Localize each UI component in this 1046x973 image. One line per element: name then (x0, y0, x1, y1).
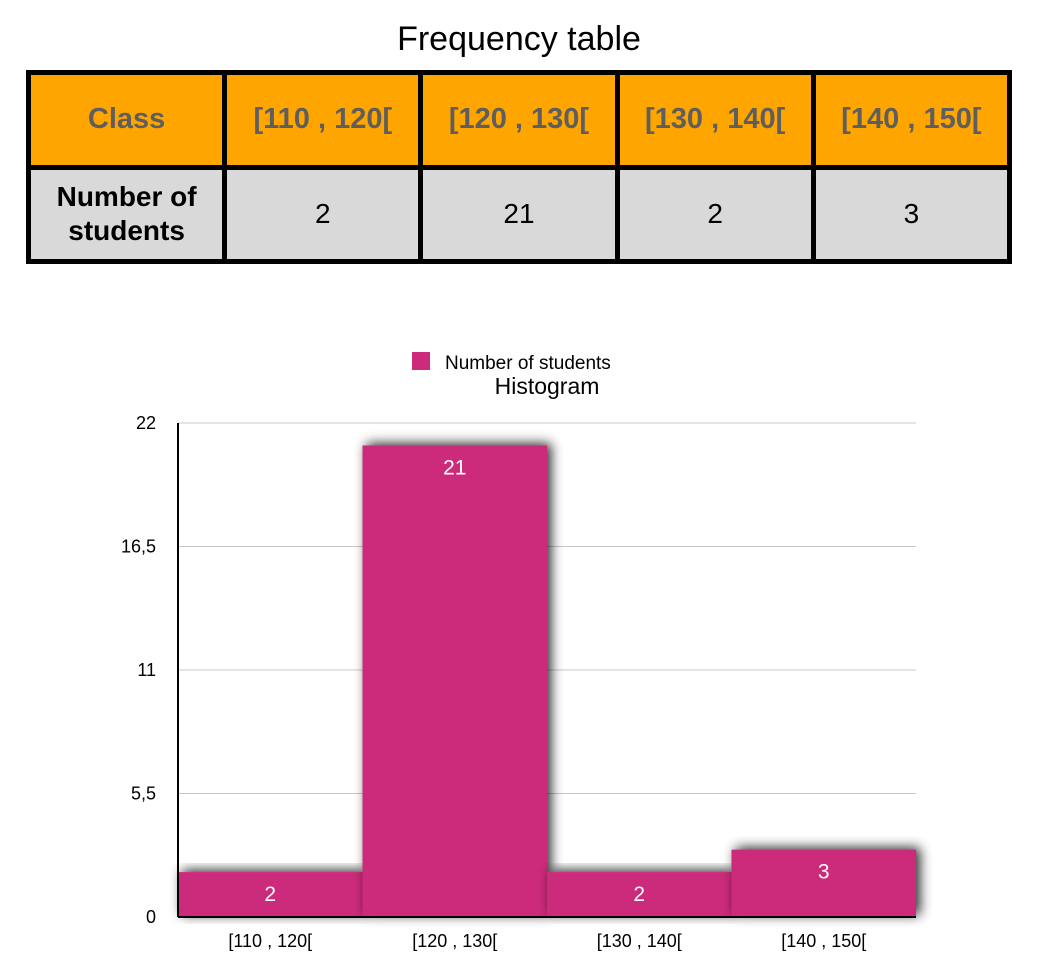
frequency-table: Class [110 , 120[ [120 , 130[ [130 , 140… (25, 70, 1013, 264)
x-tick-label: [140 , 150[ (781, 931, 866, 951)
class-cell: [130 , 140[ (614, 70, 816, 170)
count-row: Number of students 2 21 2 3 (25, 164, 1013, 264)
y-tick-label: 22 (136, 413, 156, 433)
y-tick-label: 16,5 (121, 537, 156, 557)
bar (178, 872, 363, 917)
count-row-label: Number of students (25, 164, 228, 264)
class-cell: [110 , 120[ (222, 70, 424, 170)
count-cell: 3 (810, 164, 1013, 264)
bar (362, 445, 547, 917)
chart-title: Histogram (495, 373, 600, 399)
table-title: Frequency table (397, 20, 641, 58)
y-tick-label: 5,5 (131, 784, 156, 804)
x-tick-label: [130 , 140[ (597, 931, 682, 951)
x-tick-label: [110 , 120[ (228, 931, 312, 951)
count-cell: 21 (418, 164, 620, 264)
bar-value-label: 2 (264, 883, 276, 906)
legend-swatch (412, 352, 430, 370)
y-tick-label: 11 (137, 660, 156, 680)
class-header-row: Class [110 , 120[ [120 , 130[ [130 , 140… (25, 70, 1013, 170)
legend-label: Number of students (445, 353, 611, 374)
bar-value-label: 2 (633, 883, 645, 906)
bar-value-label: 3 (818, 861, 830, 884)
bar (731, 849, 916, 917)
y-tick-label: 0 (146, 907, 156, 927)
count-cell: 2 (614, 164, 816, 264)
bar (547, 872, 732, 917)
count-cell: 2 (222, 164, 424, 264)
x-tick-label: [120 , 130[ (412, 931, 497, 951)
class-cell: [120 , 130[ (418, 70, 620, 170)
class-header-label: Class (25, 70, 228, 170)
bars-layer (178, 445, 916, 917)
bar-value-label: 21 (443, 456, 466, 479)
class-cell: [140 , 150[ (810, 70, 1013, 170)
